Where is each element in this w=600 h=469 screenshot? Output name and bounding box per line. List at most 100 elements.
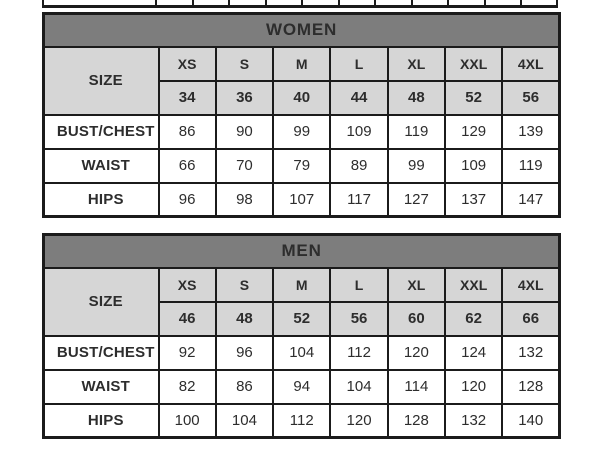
value-cell: 128 <box>386 402 446 439</box>
size-name-cell: XXL <box>443 266 504 303</box>
size-number-cell: 36 <box>214 79 275 116</box>
size-number-cell: 48 <box>386 79 446 116</box>
fragment-divider <box>155 0 157 8</box>
value-cell: 92 <box>157 334 217 371</box>
men-size-table: MEN SIZE XS S M L XL XXL 4XL 46 48 52 56 60 62 66 BUST/C… <box>42 233 562 439</box>
women-size-table-container: WOMEN SIZE XS S M L XL XXL 4XL 34 36 40 44 48 52 56 BUST… <box>42 12 562 218</box>
value-cell: 104 <box>329 368 389 405</box>
value-cell: 132 <box>443 402 504 439</box>
fragment-divider <box>265 0 267 8</box>
fragment-divider <box>556 0 558 8</box>
fragment-divider <box>447 0 449 8</box>
measurement-row: WAIST 66 70 79 89 99 109 119 <box>42 147 561 184</box>
value-cell: 114 <box>386 368 446 405</box>
value-cell: 140 <box>501 402 561 439</box>
value-cell: 96 <box>157 181 217 218</box>
value-cell: 86 <box>214 368 275 405</box>
size-number-cell: 40 <box>272 79 332 116</box>
value-cell: 70 <box>214 147 275 184</box>
value-cell: 137 <box>443 181 504 218</box>
value-cell: 128 <box>501 368 561 405</box>
value-cell: 82 <box>157 368 217 405</box>
size-number-cell: 34 <box>157 79 217 116</box>
value-cell: 129 <box>443 113 504 150</box>
value-cell: 119 <box>501 147 561 184</box>
size-name-cell: XS <box>157 266 217 303</box>
fragment-divider <box>192 0 194 8</box>
value-cell: 96 <box>214 334 275 371</box>
size-name-cell: L <box>329 45 389 82</box>
size-name-cell: XL <box>386 266 446 303</box>
size-number-cell: 62 <box>443 300 504 337</box>
row-label-cell: HIPS <box>42 181 160 218</box>
value-cell: 107 <box>272 181 332 218</box>
row-label-cell: WAIST <box>42 368 160 405</box>
size-numbers-row: 34 36 40 44 48 52 56 <box>44 79 561 116</box>
value-cell: 89 <box>329 147 389 184</box>
value-cell: 94 <box>272 368 332 405</box>
size-number-cell: 52 <box>272 300 332 337</box>
value-cell: 117 <box>329 181 389 218</box>
value-cell: 109 <box>329 113 389 150</box>
size-label-cell: SIZE <box>42 266 160 337</box>
value-cell: 99 <box>272 113 332 150</box>
fragment-divider <box>42 0 44 8</box>
men-size-table-container: MEN SIZE XS S M L XL XXL 4XL 46 48 52 56 60 62 66 BUST/C… <box>42 233 562 439</box>
value-cell: 100 <box>157 402 217 439</box>
measurement-row: WAIST 82 86 94 104 114 120 128 <box>42 368 561 405</box>
size-number-cell: 60 <box>386 300 446 337</box>
size-number-cell: 56 <box>329 300 389 337</box>
value-cell: 124 <box>443 334 504 371</box>
size-numbers-row: 46 48 52 56 60 62 66 <box>44 300 561 337</box>
measurement-row: BUST/CHEST 86 90 99 109 119 129 139 <box>42 113 561 150</box>
previous-table-fragment <box>42 0 558 8</box>
row-label-cell: BUST/CHEST <box>42 113 160 150</box>
row-label-cell: WAIST <box>42 147 160 184</box>
value-cell: 104 <box>214 402 275 439</box>
value-cell: 109 <box>443 147 504 184</box>
value-cell: 90 <box>214 113 275 150</box>
size-name-cell: XL <box>386 45 446 82</box>
row-label-cell: HIPS <box>42 402 160 439</box>
table-header-row: WOMEN <box>42 12 561 48</box>
value-cell: 79 <box>272 147 332 184</box>
fragment-divider <box>228 0 230 8</box>
value-cell: 120 <box>329 402 389 439</box>
women-size-table: WOMEN SIZE XS S M L XL XXL 4XL 34 36 40 44 48 52 56 BUST… <box>42 12 562 218</box>
value-cell: 112 <box>329 334 389 371</box>
size-name-cell: XS <box>157 45 217 82</box>
size-number-cell: 56 <box>501 79 561 116</box>
size-name-cell: S <box>214 266 275 303</box>
size-name-cell: M <box>272 45 332 82</box>
size-name-cell: XXL <box>443 45 504 82</box>
size-number-cell: 48 <box>214 300 275 337</box>
value-cell: 99 <box>386 147 446 184</box>
table-title: MEN <box>42 233 561 269</box>
value-cell: 120 <box>443 368 504 405</box>
size-names-row: SIZE XS S M L XL XXL 4XL <box>42 45 561 116</box>
value-cell: 86 <box>157 113 217 150</box>
fragment-divider <box>301 0 303 8</box>
size-names-row: SIZE XS S M L XL XXL 4XL <box>42 266 561 337</box>
table-header-row: MEN <box>42 233 561 269</box>
size-number-cell: 52 <box>443 79 504 116</box>
size-name-cell: M <box>272 266 332 303</box>
table-title: WOMEN <box>42 12 561 48</box>
value-cell: 104 <box>272 334 332 371</box>
fragment-divider <box>411 0 413 8</box>
value-cell: 119 <box>386 113 446 150</box>
value-cell: 112 <box>272 402 332 439</box>
measurement-row: HIPS 100 104 112 120 128 132 140 <box>42 402 561 439</box>
size-name-cell: S <box>214 45 275 82</box>
measurement-row: HIPS 96 98 107 117 127 137 147 <box>42 181 561 218</box>
row-label-cell: BUST/CHEST <box>42 334 160 371</box>
value-cell: 120 <box>386 334 446 371</box>
fragment-divider <box>338 0 340 8</box>
size-number-cell: 46 <box>157 300 217 337</box>
value-cell: 147 <box>501 181 561 218</box>
value-cell: 127 <box>386 181 446 218</box>
value-cell: 98 <box>214 181 275 218</box>
size-name-cell: 4XL <box>501 45 561 82</box>
size-number-cell: 66 <box>501 300 561 337</box>
